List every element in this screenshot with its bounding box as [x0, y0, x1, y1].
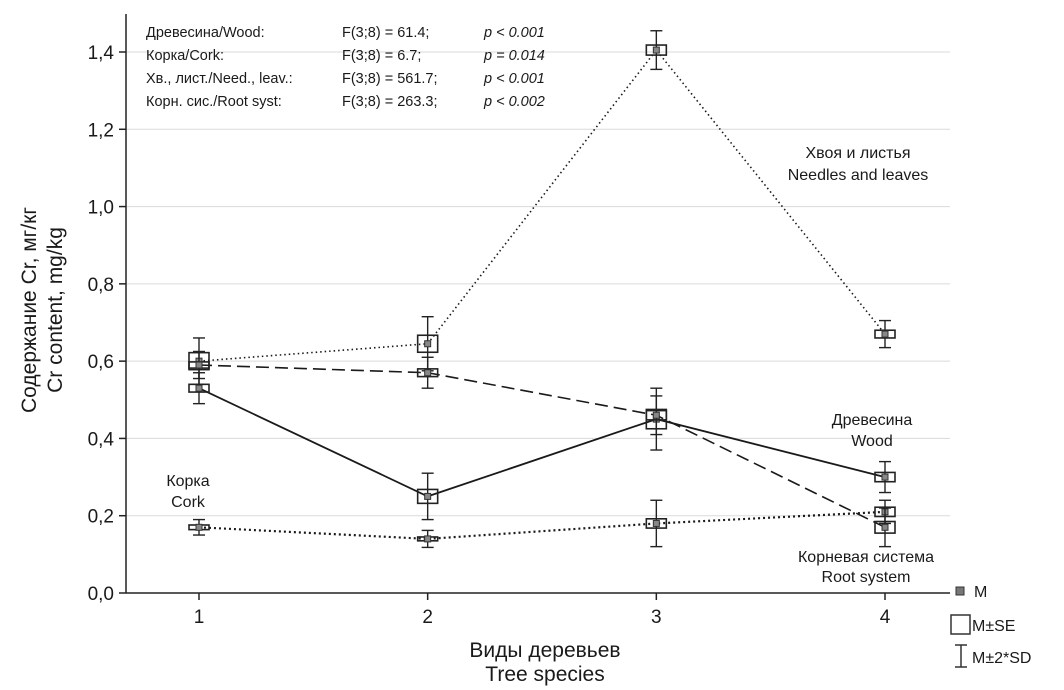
- annotation-wood: Древесина: [832, 412, 913, 429]
- legend-se-marker: [950, 614, 971, 635]
- mean-point: [195, 361, 203, 369]
- stat-f: F(3;8) = 561.7;: [342, 71, 438, 87]
- y-tick-label: 1,0: [88, 198, 114, 219]
- stats-block: Древесина/Wood: F(3;8) = 61.4; p < 0.001…: [146, 25, 545, 110]
- legend-item-sd: M±2*SD: [972, 650, 1031, 667]
- mean-point: [424, 369, 432, 377]
- se-box: [874, 520, 896, 534]
- x-tick-label: 1: [194, 607, 205, 628]
- mean-point: [652, 411, 660, 419]
- stat-f: F(3;8) = 263.3;: [342, 94, 438, 110]
- se-box: [416, 368, 439, 378]
- stat-label: Хв., лист./Need., leav.:: [146, 71, 293, 87]
- stat-label: Корка/Cork:: [146, 48, 224, 64]
- legend-item-se: M±SE: [972, 618, 1015, 635]
- stat-p: p < 0.001: [483, 71, 545, 87]
- x-tick-label: 4: [880, 607, 891, 628]
- mean-point: [881, 473, 889, 481]
- x-tick-label: 2: [422, 607, 433, 628]
- stat-p: p = 0.014: [483, 48, 545, 64]
- se-box: [416, 488, 439, 505]
- y-tick-label: 1,2: [88, 120, 114, 141]
- series-line: [198, 387, 886, 498]
- x-tick-label: 3: [651, 607, 662, 628]
- mean-point: [195, 523, 203, 531]
- mean-point: [652, 519, 660, 527]
- tick-labels: 0,0 0,2 0,4 0,6 0,8 1,0 1,2 1,4 1 2 3 4: [88, 43, 891, 628]
- se-box: [645, 409, 668, 421]
- se-box: [416, 334, 439, 354]
- mean-point: [195, 384, 203, 392]
- stat-f: F(3;8) = 6.7;: [342, 48, 421, 64]
- series-group: [188, 30, 896, 549]
- se-box: [645, 44, 668, 56]
- series-2: [188, 499, 896, 549]
- annotation-root-en: Root system: [822, 569, 911, 586]
- y-tick-label: 0,0: [88, 584, 114, 605]
- legend: M M±SE M±2*SD: [950, 584, 1031, 668]
- stat-p: p < 0.002: [483, 94, 545, 110]
- x-axis-label-en: Tree species: [485, 663, 604, 686]
- stat-label: Древесина/Wood:: [146, 25, 265, 41]
- legend-mean-marker: [955, 586, 965, 596]
- annotation-root: Корневая система: [798, 549, 934, 566]
- y-axis-label-en: Cr content, mg/kg: [44, 227, 67, 393]
- y-tick-label: 0,6: [88, 352, 114, 373]
- grid-lines: [126, 51, 950, 517]
- se-box: [645, 518, 668, 529]
- mean-point: [881, 523, 889, 531]
- y-tick-label: 0,2: [88, 507, 114, 528]
- y-tick-label: 0,8: [88, 275, 114, 296]
- mean-point: [881, 330, 889, 338]
- annotation-needles-en: Needles and leaves: [788, 167, 929, 184]
- annotation-cork: Корка: [166, 473, 209, 490]
- y-tick-label: 1,4: [88, 43, 115, 64]
- y-axis-label: Содержание Cr, мг/кг: [18, 207, 41, 413]
- annotation-cork-en: Cork: [171, 494, 206, 511]
- mean-point: [652, 46, 660, 54]
- stat-f: F(3;8) = 61.4;: [342, 25, 429, 41]
- series-line: [198, 364, 886, 529]
- stat-p: p < 0.001: [483, 25, 545, 41]
- mean-point: [424, 492, 432, 500]
- annotation-needles: Хвоя и листья: [806, 145, 911, 162]
- legend-sd-marker: [955, 644, 967, 668]
- series-line: [198, 48, 886, 362]
- se-box: [874, 329, 896, 339]
- series-4: [188, 350, 896, 548]
- se-box: [874, 471, 896, 483]
- mean-point: [424, 340, 432, 348]
- mean-point: [424, 535, 432, 543]
- y-tick-label: 0,4: [88, 429, 115, 450]
- legend-item-mean: M: [974, 584, 987, 601]
- x-axis-label: Виды деревьев: [469, 639, 620, 662]
- annotation-wood-en: Wood: [851, 433, 893, 450]
- stat-label: Корн. сис./Root syst:: [146, 94, 282, 110]
- axes: [119, 14, 950, 600]
